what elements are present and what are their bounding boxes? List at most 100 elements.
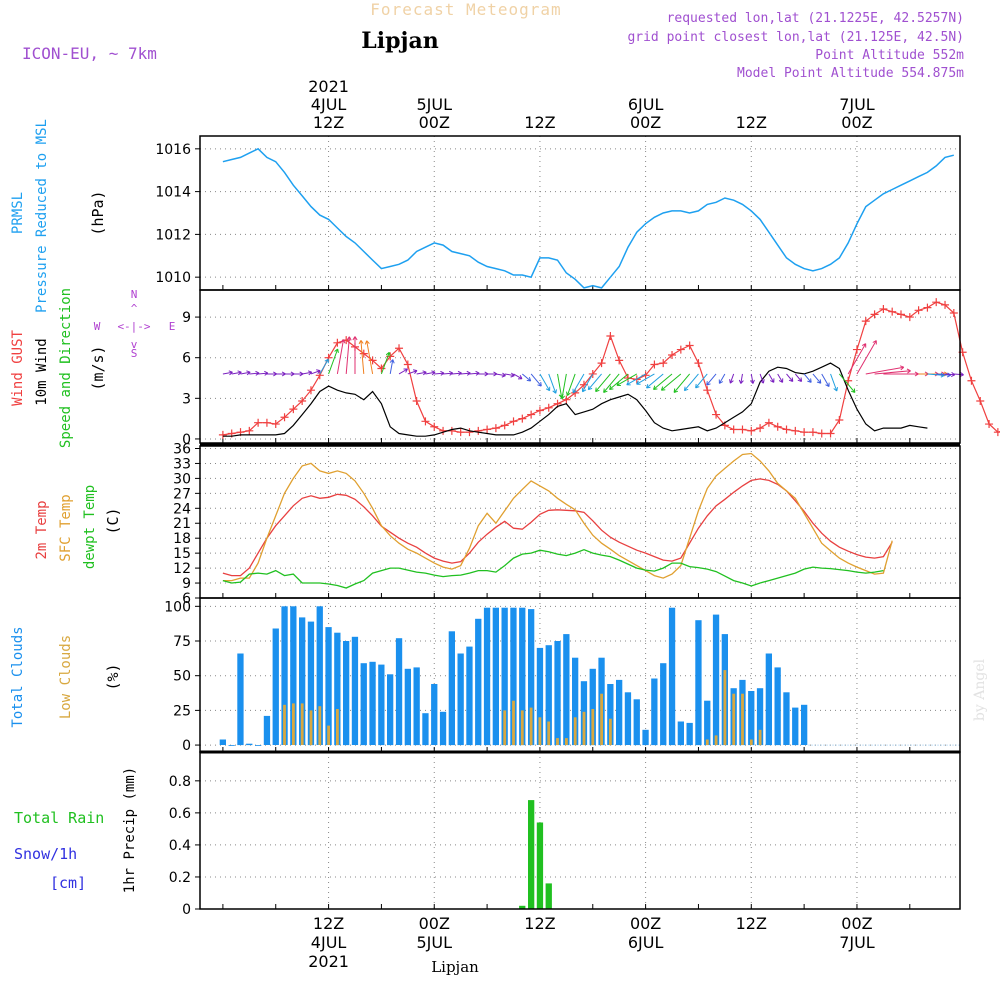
low-cloud-bar xyxy=(547,721,551,746)
y-tick-label: 0 xyxy=(182,432,191,448)
wind-gust-marker xyxy=(280,413,289,422)
wind-gust-marker xyxy=(527,410,536,419)
total-cloud-bar xyxy=(325,627,332,745)
wind-gust-marker xyxy=(826,429,835,438)
pressure-unit: (hPa) xyxy=(89,190,107,235)
total-cloud-bar xyxy=(756,688,764,746)
wind-direction-arrow xyxy=(653,373,673,390)
top-time-label: 00Z xyxy=(841,113,872,132)
wind-unit: (m/s) xyxy=(89,345,107,390)
y-tick-label: 1012 xyxy=(155,227,191,243)
y-tick-label: 75 xyxy=(173,634,191,650)
total-cloud-bar xyxy=(801,704,808,745)
bottom-time-label: 00Z xyxy=(630,914,661,933)
compass-east: E xyxy=(169,320,176,333)
wind-direction-arrow xyxy=(560,373,567,400)
total-cloud-bar xyxy=(351,636,359,745)
footer-location: Lipjan xyxy=(431,958,479,976)
low-cloud-bar xyxy=(723,670,727,745)
total-rain-label: Total Rain xyxy=(14,809,104,827)
wind-direction-arrow xyxy=(336,339,346,375)
total-cloud-bar xyxy=(572,657,579,746)
wind-direction-arrow xyxy=(777,373,784,383)
low-cloud-bar xyxy=(503,710,507,746)
bottom-year-label: 2021 xyxy=(308,952,349,971)
temp-dewpt-label: dewpt Temp xyxy=(82,485,98,569)
bottom-day-label: 7JUL xyxy=(839,933,875,952)
wind-gust-marker xyxy=(967,376,976,385)
total-cloud-bar xyxy=(792,707,799,746)
wind-speed-dir-label: Speed and Direction xyxy=(58,288,74,448)
wind-gust-marker xyxy=(729,425,738,434)
wind-direction-arrow xyxy=(352,336,358,374)
wind-gust-marker xyxy=(808,428,817,437)
wind-direction-arrow xyxy=(398,368,408,375)
pressure-line xyxy=(222,147,954,289)
low-cloud-bar xyxy=(309,710,313,746)
wind-gust-marker xyxy=(359,349,368,358)
wind-direction-arrow xyxy=(729,373,735,384)
total-cloud-bar xyxy=(272,628,279,745)
total-cloud-bar xyxy=(528,609,535,746)
top-time-label: 00Z xyxy=(630,113,661,132)
wind-direction-arrow xyxy=(626,373,646,386)
wind-gust-marker xyxy=(800,428,809,437)
snow-label: Snow/1h xyxy=(14,845,77,863)
wind-gust-marker xyxy=(888,307,897,316)
y-tick-label: 6 xyxy=(182,351,191,367)
wind-direction-arrow xyxy=(495,372,506,378)
bottom-time-label: 00Z xyxy=(841,914,872,933)
wind-direction-arrow xyxy=(794,373,803,382)
y-tick-label: 1016 xyxy=(155,142,191,158)
grid-point-coords: grid point closest lon,lat (21.125E, 42.… xyxy=(627,30,964,45)
wind-gust-marker xyxy=(703,386,712,395)
wind-direction-arrow xyxy=(636,373,655,385)
wind-speed-line xyxy=(222,362,928,437)
top-day-label: 7JUL xyxy=(839,95,875,114)
wind-direction-arrow xyxy=(504,372,515,378)
low-cloud-bar xyxy=(283,704,286,745)
requested-coords: requested lon,lat (21.1225E, 42.5257N) xyxy=(667,11,964,26)
wind-gust-marker xyxy=(835,415,844,424)
wind-gust-marker xyxy=(474,426,483,435)
wind-gust-marker xyxy=(562,395,571,404)
wind-gust-marker xyxy=(817,429,826,438)
total-cloud-bar xyxy=(633,699,640,746)
wind-direction-arrow xyxy=(380,351,391,375)
total-cloud-bar xyxy=(483,607,491,746)
total-cloud-bar xyxy=(378,664,385,746)
wind-gust-marker xyxy=(861,317,870,326)
total-cloud-bar xyxy=(492,607,499,746)
y-tick-label: 33 xyxy=(173,456,191,472)
total-cloud-bar xyxy=(510,607,517,746)
wind-gust-marker xyxy=(271,420,280,429)
total-cloud-bar xyxy=(475,618,482,746)
total-cloud-bar xyxy=(360,663,367,746)
wind-direction-arrow xyxy=(425,370,436,376)
y-tick-label: 27 xyxy=(173,486,191,502)
temp-dewpt-line xyxy=(222,549,884,589)
wind-gust-marker xyxy=(985,420,994,429)
total-cloud-bar xyxy=(307,621,315,746)
compass-north: N xyxy=(131,288,138,301)
y-tick-label: 30 xyxy=(173,471,191,487)
wind-direction-arrow xyxy=(803,373,812,383)
total-cloud-bar xyxy=(316,606,323,745)
bottom-time-label: 00Z xyxy=(419,914,450,933)
total-cloud-bar xyxy=(589,668,596,746)
total-cloud-bar xyxy=(334,632,341,746)
precip-unit: 1hr Precip (mm) xyxy=(122,767,138,893)
total-cloud-bar xyxy=(536,647,544,745)
low-cloud-bar xyxy=(582,711,586,746)
total-cloud-bar xyxy=(774,667,781,746)
low-cloud-bar xyxy=(556,738,559,745)
total-cloud-bar xyxy=(563,634,570,746)
wind-gust-marker xyxy=(756,424,765,433)
wind-gust-marker xyxy=(764,418,773,427)
model-label: ICON-EU, ~ 7km xyxy=(22,44,157,63)
y-tick-label: 0.6 xyxy=(169,806,191,822)
wind-gust-marker xyxy=(941,300,950,309)
wind-gust-marker xyxy=(456,428,465,437)
wind-gust-marker xyxy=(315,371,324,380)
low-cloud-bar xyxy=(573,717,577,745)
